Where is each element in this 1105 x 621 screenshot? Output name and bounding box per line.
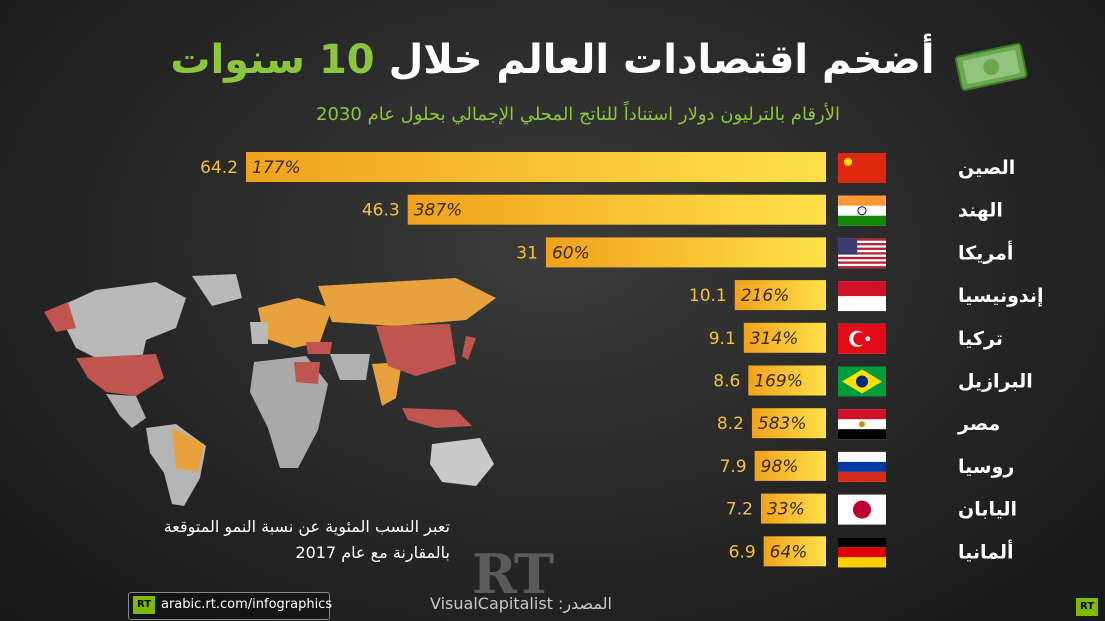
title-number: 10 [318, 37, 375, 83]
value-label: 8.2 [717, 414, 744, 434]
value-label: 8.6 [713, 372, 740, 392]
growth-label: 314% [750, 329, 799, 349]
rt-badge-icon: RT [133, 596, 155, 614]
title-part2: سنوات [170, 37, 306, 83]
rt-logo: RT [472, 542, 554, 606]
growth-label: 177% [252, 158, 301, 178]
site-link[interactable]: RT arabic.rt.com/infographics [128, 592, 333, 620]
growth-label: 33% [767, 500, 805, 520]
growth-label: 216% [741, 286, 790, 306]
title-part1: أضخم اقتصادات العالم خلال [388, 37, 935, 83]
note-line2: بالمقارنة مع عام 2017 [295, 543, 450, 562]
site-url: arabic.rt.com/infographics [161, 597, 333, 612]
category-label: ألمانيا [958, 539, 1014, 563]
growth-label: 60% [552, 243, 590, 263]
growth-label: 169% [754, 372, 803, 392]
bar [751, 408, 826, 439]
usa-flag-icon [838, 238, 886, 269]
bar [754, 450, 826, 481]
germany-flag-icon [838, 537, 886, 568]
bar [545, 237, 826, 268]
value-label: 6.9 [729, 542, 756, 562]
growth-label: 64% [770, 542, 808, 562]
category-label: الصين [958, 157, 1015, 179]
turkey-flag-icon [838, 323, 886, 354]
page-title: أضخم اقتصادات العالم خلال 10 سنوات [0, 28, 1105, 92]
brazil-flag-icon [838, 366, 886, 397]
value-label: 31 [516, 243, 538, 263]
bar [734, 280, 826, 311]
value-label: 46.3 [362, 201, 400, 221]
bar [743, 322, 826, 353]
value-label: 7.2 [726, 500, 753, 520]
russia-flag-icon [838, 451, 886, 482]
value-label: 10.1 [689, 286, 727, 306]
growth-label: 387% [414, 201, 463, 221]
indonesia-flag-icon [838, 281, 886, 312]
world-map [44, 274, 496, 506]
chart-note: تعبر النسب المئوية عن نسبة النمو المتوقع… [90, 514, 450, 566]
category-label: البرازيل [958, 371, 1033, 393]
category-label: الهند [958, 200, 1003, 222]
china-flag-icon [838, 153, 886, 183]
note-line1: تعبر النسب المئوية عن نسبة النمو المتوقع… [163, 517, 450, 536]
source-credit: المصدر: VisualCapitalist [430, 594, 612, 613]
category-label: إندونيسيا [958, 285, 1044, 307]
bar [246, 152, 826, 182]
egypt-flag-icon [838, 409, 886, 440]
bar [763, 536, 826, 567]
category-label: اليابان [958, 499, 1017, 521]
value-label: 7.9 [720, 457, 747, 477]
money-icon [954, 43, 1028, 91]
category-label: أمريكا [958, 240, 1013, 264]
india-flag-icon [838, 195, 886, 226]
growth-label: 98% [761, 457, 799, 477]
value-label: 9.1 [709, 329, 736, 349]
corner-rt-badge: RT [1076, 598, 1098, 616]
growth-label: 583% [758, 414, 807, 434]
bar [407, 194, 826, 225]
chart-subtitle: الأرقام بالترليون دولار استناداً للناتج … [316, 104, 840, 125]
category-label: روسيا [958, 456, 1014, 478]
value-label: 64.2 [200, 158, 238, 178]
category-label: مصر [957, 413, 1000, 435]
bar [760, 493, 826, 524]
bar [748, 365, 826, 396]
category-label: تركيا [958, 328, 1003, 350]
japan-flag-icon [838, 494, 886, 525]
